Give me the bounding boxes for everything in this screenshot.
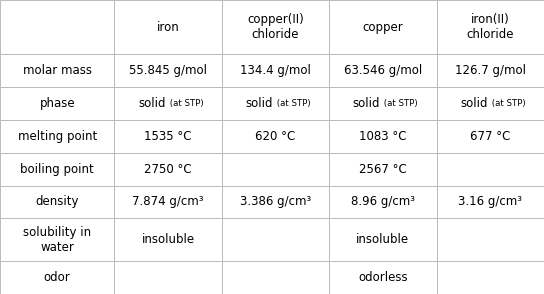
Bar <box>0 153 114 186</box>
Bar <box>222 87 329 120</box>
Text: iron(II)
chloride: iron(II) chloride <box>467 13 514 41</box>
Bar <box>437 218 544 261</box>
Text: 2750 °C: 2750 °C <box>144 163 192 176</box>
Bar <box>329 54 437 87</box>
Bar <box>114 87 222 120</box>
Bar <box>437 261 544 294</box>
Text: melting point: melting point <box>17 130 97 143</box>
Bar <box>0 120 114 153</box>
Text: 2567 °C: 2567 °C <box>359 163 407 176</box>
Bar <box>0 186 114 218</box>
Text: 1535 °C: 1535 °C <box>144 130 192 143</box>
Text: 8.96 g/cm³: 8.96 g/cm³ <box>351 196 415 208</box>
Bar <box>329 87 437 120</box>
Text: iron: iron <box>157 21 180 34</box>
Text: 63.546 g/mol: 63.546 g/mol <box>344 64 422 77</box>
Bar <box>329 218 437 261</box>
Text: copper(II)
chloride: copper(II) chloride <box>247 13 304 41</box>
Bar <box>114 54 222 87</box>
Text: 55.845 g/mol: 55.845 g/mol <box>129 64 207 77</box>
Text: molar mass: molar mass <box>23 64 92 77</box>
Text: boiling point: boiling point <box>20 163 94 176</box>
Text: solid: solid <box>245 97 273 110</box>
Text: solid: solid <box>138 97 165 110</box>
Text: (at STP): (at STP) <box>274 99 311 108</box>
Bar <box>0 87 114 120</box>
Text: 7.874 g/cm³: 7.874 g/cm³ <box>132 196 204 208</box>
Bar <box>222 54 329 87</box>
Text: insoluble: insoluble <box>141 233 195 246</box>
Text: 677 °C: 677 °C <box>470 130 510 143</box>
Text: solid: solid <box>460 97 487 110</box>
Bar <box>437 54 544 87</box>
Bar <box>114 261 222 294</box>
Text: 1083 °C: 1083 °C <box>359 130 407 143</box>
Bar <box>0 54 114 87</box>
Bar <box>437 87 544 120</box>
Bar <box>329 261 437 294</box>
Bar <box>114 218 222 261</box>
Bar <box>222 0 329 54</box>
Bar <box>114 186 222 218</box>
Text: copper: copper <box>362 21 403 34</box>
Bar <box>329 0 437 54</box>
Text: odorless: odorless <box>358 271 408 284</box>
Bar <box>329 153 437 186</box>
Text: 134.4 g/mol: 134.4 g/mol <box>240 64 311 77</box>
Bar <box>222 153 329 186</box>
Bar <box>222 261 329 294</box>
Bar <box>437 153 544 186</box>
Text: (at STP): (at STP) <box>166 99 203 108</box>
Text: (at STP): (at STP) <box>489 99 526 108</box>
Bar <box>0 218 114 261</box>
Text: odor: odor <box>44 271 71 284</box>
Text: 620 °C: 620 °C <box>256 130 296 143</box>
Bar <box>114 153 222 186</box>
Text: insoluble: insoluble <box>356 233 410 246</box>
Bar <box>222 120 329 153</box>
Bar <box>0 0 114 54</box>
Text: phase: phase <box>39 97 75 110</box>
Bar <box>114 0 222 54</box>
Text: 3.16 g/cm³: 3.16 g/cm³ <box>458 196 522 208</box>
Text: solubility in
water: solubility in water <box>23 226 91 254</box>
Bar <box>222 218 329 261</box>
Bar <box>329 120 437 153</box>
Text: density: density <box>35 196 79 208</box>
Bar <box>437 0 544 54</box>
Bar <box>114 120 222 153</box>
Text: 3.386 g/cm³: 3.386 g/cm³ <box>240 196 311 208</box>
Bar <box>437 120 544 153</box>
Text: (at STP): (at STP) <box>381 99 418 108</box>
Text: solid: solid <box>353 97 380 110</box>
Text: 126.7 g/mol: 126.7 g/mol <box>455 64 526 77</box>
Bar <box>329 186 437 218</box>
Bar <box>437 186 544 218</box>
Bar <box>0 261 114 294</box>
Bar <box>222 186 329 218</box>
